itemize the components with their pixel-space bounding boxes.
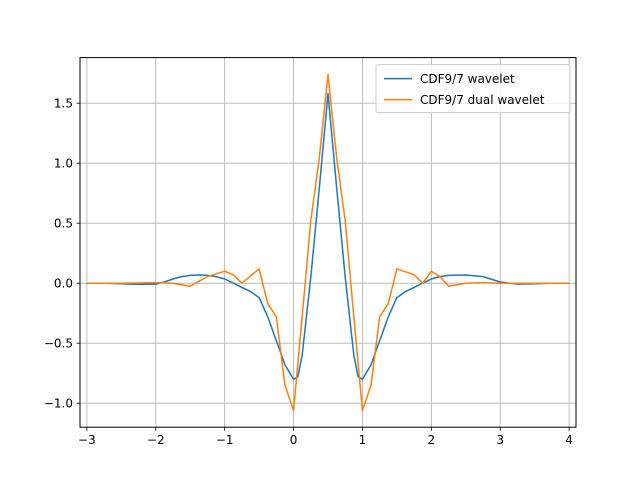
series-line-wavelet (86, 92, 570, 380)
plot-frame (79, 57, 577, 428)
x-tick-label: −1 (216, 433, 234, 447)
legend-box (375, 64, 571, 114)
x-tick-label: 4 (565, 433, 573, 447)
legend-label: CDF9/7 wavelet (420, 72, 515, 86)
x-tick-label: −2 (147, 433, 165, 447)
x-tick-label: 3 (496, 433, 504, 447)
legend: CDF9/7 wavelet CDF9/7 dual wavelet (375, 64, 571, 114)
y-tick-label: 1.5 (54, 96, 73, 110)
y-tick-label: −1.0 (44, 396, 73, 410)
x-tick-label: 1 (359, 433, 367, 447)
y-tick-label: 1.0 (54, 156, 73, 170)
y-tick-label: 0.5 (54, 216, 73, 230)
axis-ticks: −3 −2 −1 0 1 2 3 4 −1.0 −0.5 0.0 0.5 1.0 1.5 (44, 96, 573, 447)
x-tick-label: 2 (428, 433, 436, 447)
series-line-dual-wavelet (86, 73, 570, 412)
legend-label: CDF9/7 dual wavelet (420, 93, 545, 107)
x-tick-label: −3 (78, 433, 96, 447)
series-lines (86, 73, 570, 412)
y-tick-label: 0.0 (54, 276, 73, 290)
x-tick-label: 0 (290, 433, 298, 447)
y-tick-label: −0.5 (44, 336, 73, 350)
